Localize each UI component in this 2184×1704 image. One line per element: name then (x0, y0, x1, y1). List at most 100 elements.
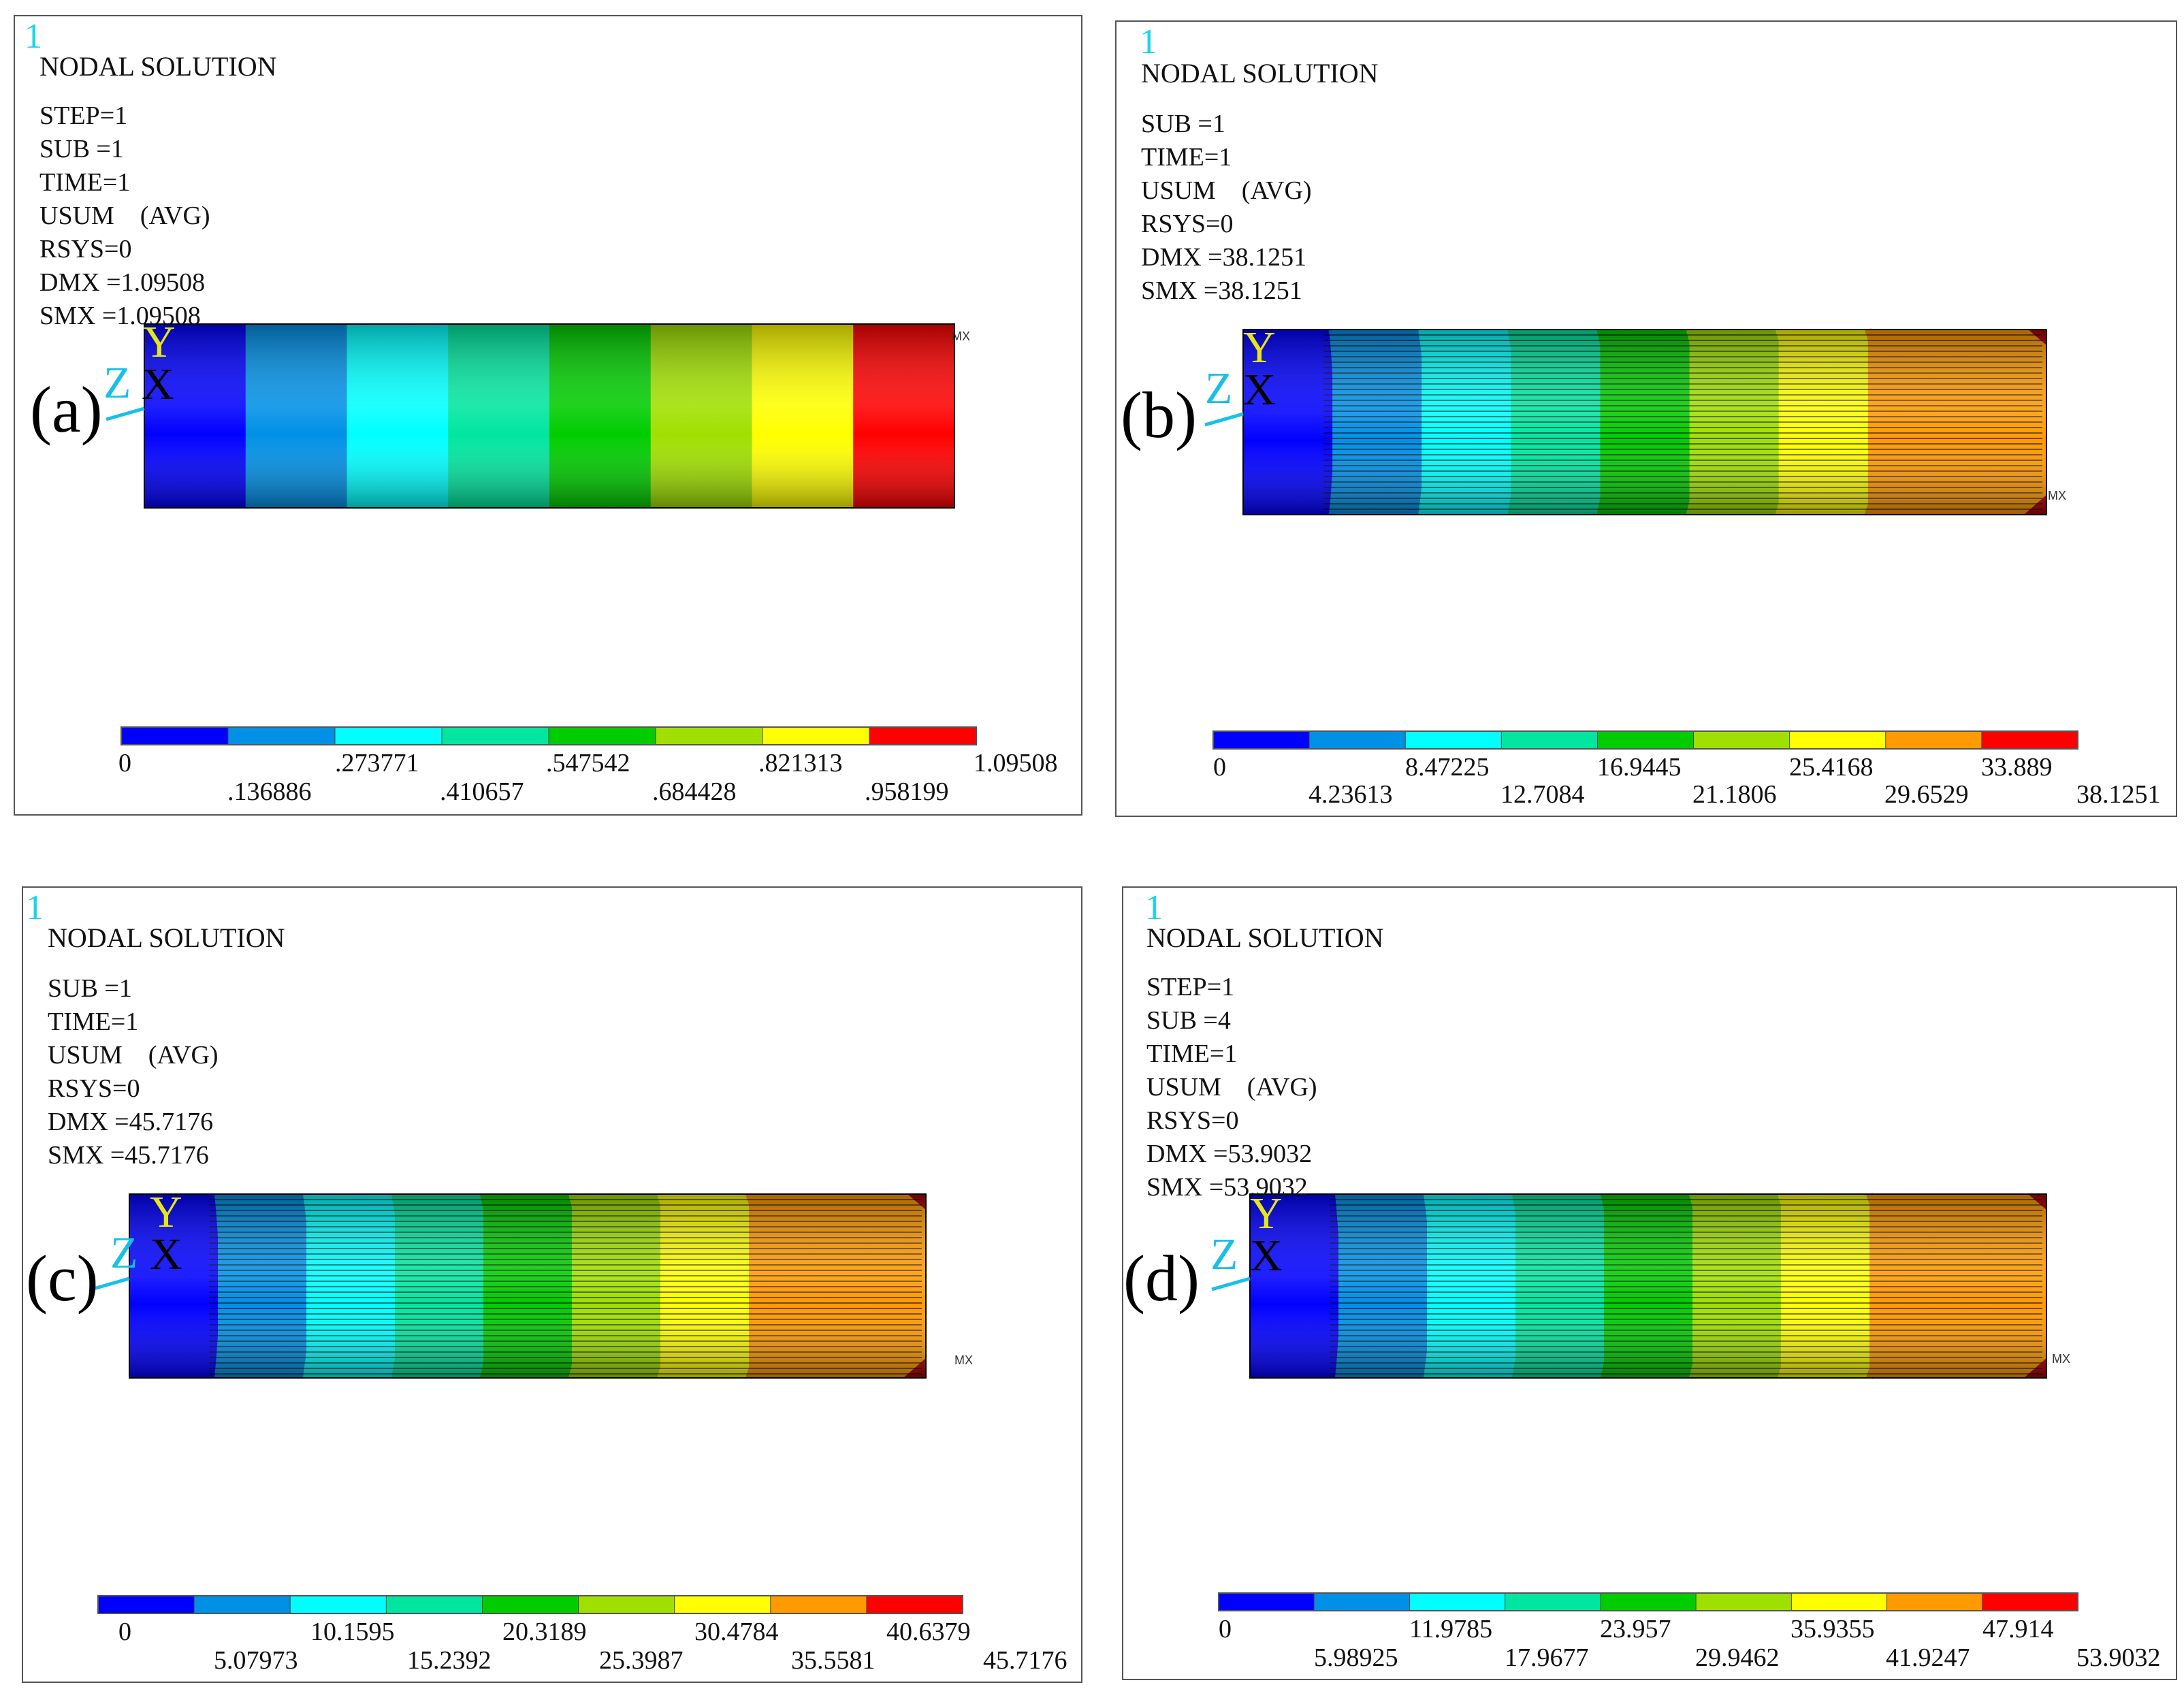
info-line: TIME=1 (1146, 1040, 1238, 1068)
axis-z-label: Z (103, 358, 131, 408)
axis-triad-line (106, 406, 145, 421)
axis-triad-line (1204, 412, 1244, 427)
legend-tick-top: .547542 (546, 749, 630, 777)
info-line: USUM (AVG) (1146, 1073, 1317, 1102)
figure-number: 1 (26, 888, 44, 927)
beam-outline (1249, 1193, 2047, 1379)
legend-outline (97, 1595, 963, 1614)
info-line: RSYS=0 (48, 1074, 140, 1103)
beam-outline (1242, 329, 2047, 515)
beam-shading (1250, 1194, 2046, 1378)
panel-label: (a) (30, 373, 103, 446)
beam (1249, 1193, 2047, 1379)
info-line: DMX =45.7176 (48, 1108, 214, 1136)
legend-tick-top: 16.9445 (1597, 753, 1682, 782)
legend-swatch (227, 726, 336, 745)
beam-shading (1243, 329, 2046, 515)
contour-plot-d (1211, 1193, 2079, 1611)
plot-title: NODAL SOLUTION (1141, 58, 1379, 89)
legend-tick-top: 30.4784 (694, 1618, 779, 1646)
legend-tick-top: 8.47225 (1405, 753, 1490, 782)
info-line: TIME=1 (48, 1008, 139, 1036)
axis-y-label: Y (1243, 323, 1276, 372)
legend-tick-bottom: 35.5581 (791, 1646, 876, 1675)
legend-swatch (1404, 730, 1503, 750)
legend-tick-bottom: 38.1251 (2076, 780, 2161, 809)
legend-tick-top: 47.914 (1982, 1615, 2054, 1643)
legend-tick-top: 10.1595 (310, 1618, 395, 1646)
legend-swatch (1313, 1592, 1411, 1611)
info-line: RSYS=0 (1146, 1106, 1239, 1135)
panel-d: 1 NODAL SOLUTION STEP=1 SUB =4 TIME=1 US… (1122, 886, 2177, 1680)
legend-tick-bottom: .410657 (440, 777, 524, 806)
contour-plot-c (91, 1193, 964, 1614)
legend-swatch (1409, 1592, 1506, 1611)
color-legend (1213, 730, 2079, 750)
solution-info: STEP=1 SUB =1 TIME=1 USUM (AVG) RSYS=0 D… (39, 99, 210, 333)
max-marker: MX (2048, 489, 2066, 502)
legend-tick-top: 0 (118, 749, 131, 777)
legend-outline (121, 726, 977, 745)
axis-z-label: Z (110, 1228, 138, 1278)
legend-swatch (441, 726, 549, 745)
legend-swatch (97, 1595, 195, 1614)
contour-plot-b (1204, 328, 2079, 750)
legend-tick-bottom: .136886 (227, 777, 312, 806)
legend-outline (1213, 730, 2078, 750)
axis-x-label: X (150, 1229, 182, 1279)
legend-tick-bottom: 5.07973 (214, 1646, 298, 1675)
info-line: STEP=1 (39, 101, 128, 130)
legend-tick-top: 0 (118, 1618, 131, 1646)
info-line: USUM (AVG) (48, 1041, 219, 1070)
legend-swatch (1596, 730, 1695, 750)
figure-number: 1 (25, 17, 42, 56)
legend-tick-top: 0 (1219, 1615, 1232, 1643)
solution-info: STEP=1 SUB =4 TIME=1 USUM (AVG) RSYS=0 D… (1146, 971, 1317, 1204)
info-line: SMX =45.7176 (48, 1141, 209, 1170)
info-line: SUB =1 (39, 135, 124, 163)
axis-y-label: Y (143, 317, 176, 367)
info-line: TIME=1 (1141, 143, 1232, 172)
legend-tick-bottom: 4.23613 (1308, 780, 1393, 809)
legend-swatch (1886, 1592, 1983, 1611)
legend-swatch (1308, 730, 1407, 750)
plot-title: NODAL SOLUTION (48, 922, 285, 953)
legend-tick-bottom: .684428 (652, 777, 737, 806)
info-line: RSYS=0 (39, 235, 132, 263)
legend-swatch (385, 1595, 483, 1614)
info-line: DMX =53.9032 (1146, 1140, 1313, 1168)
axis-y-label: Y (1250, 1189, 1283, 1238)
color-legend (121, 726, 977, 745)
legend-tick-bottom: 5.98925 (1314, 1643, 1398, 1672)
legend-swatch (762, 726, 870, 745)
legend-tick-top: 35.9355 (1790, 1615, 1875, 1643)
color-legend (97, 1595, 964, 1614)
max-marker: MX (2052, 1352, 2070, 1366)
legend-tick-bottom: 15.2392 (407, 1646, 492, 1675)
axis-z-label: Z (1210, 1229, 1238, 1279)
legend-tick-bottom: 41.9247 (1886, 1643, 1970, 1672)
legend-tick-bottom: 17.9677 (1505, 1643, 1589, 1672)
beam (1242, 328, 2047, 516)
legend-swatch (193, 1595, 291, 1614)
solution-info: SUB =1 TIME=1 USUM (AVG) RSYS=0 DMX =45.… (48, 972, 219, 1172)
info-line: SUB =1 (48, 974, 132, 1003)
panel-label: (c) (26, 1242, 99, 1315)
legend-tick-top: 1.09508 (974, 749, 1058, 777)
plot-title: NODAL SOLUTION (1146, 922, 1384, 953)
legend-swatch (1505, 1592, 1601, 1611)
legend-tick-bottom: .958199 (865, 777, 949, 806)
legend-swatch (1885, 730, 1982, 750)
axis-triad-line (1211, 1276, 1251, 1291)
solution-info: SUB =1 TIME=1 USUM (AVG) RSYS=0 DMX =38.… (1141, 108, 1312, 308)
legend-swatch (289, 1595, 387, 1614)
legend-swatch (1982, 1592, 2079, 1611)
panel-a: 1 NODAL SOLUTION STEP=1 SUB =1 TIME=1 US… (14, 15, 1082, 816)
legend-tick-bottom: 21.1806 (1692, 780, 1777, 809)
legend-tick-bottom: 25.3987 (599, 1646, 684, 1675)
info-line: USUM (AVG) (1141, 176, 1312, 205)
info-line: SMX =1.09508 (39, 302, 201, 330)
panel-label: (d) (1123, 1242, 1200, 1315)
beam-shading (144, 324, 954, 508)
legend-tick-bottom: 29.9462 (1695, 1643, 1780, 1672)
